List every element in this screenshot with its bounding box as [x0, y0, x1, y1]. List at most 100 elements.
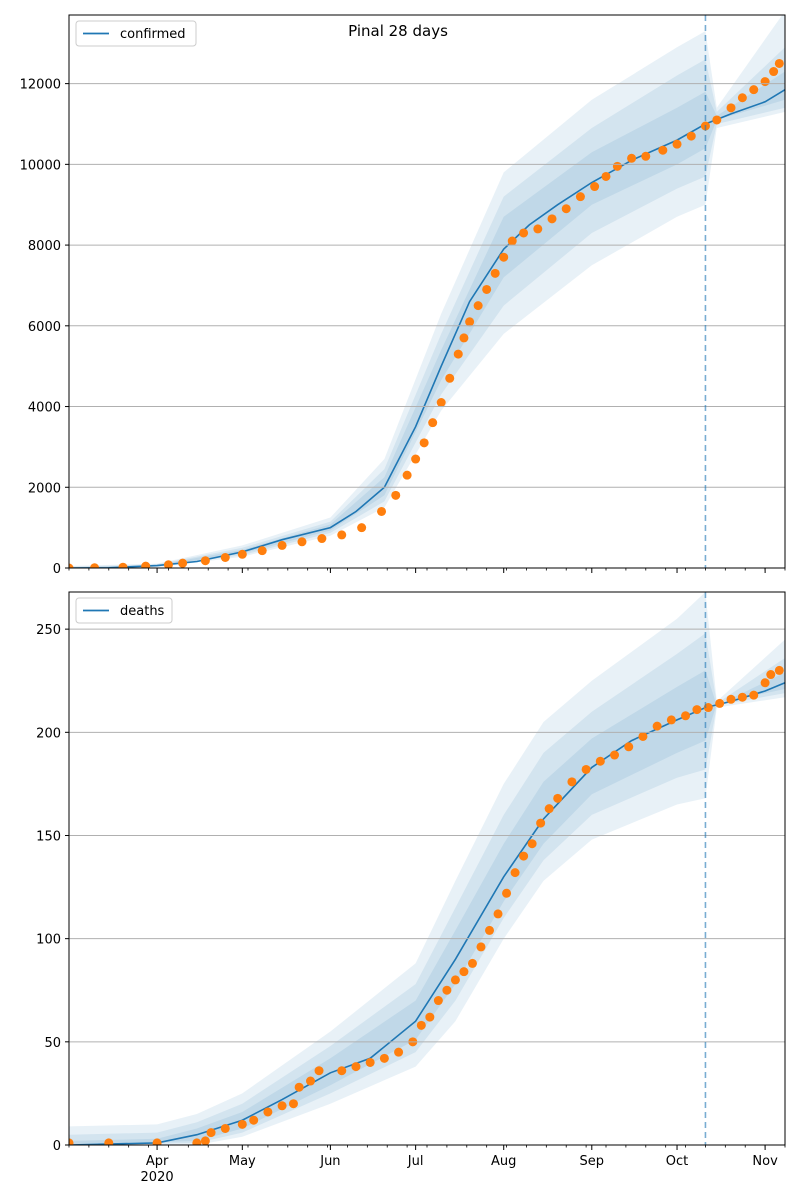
x-tick-label: Aug: [491, 1154, 516, 1169]
observed-point: [519, 851, 529, 861]
observed-point: [90, 563, 100, 568]
observed-point: [178, 558, 188, 568]
observed-point: [519, 228, 529, 238]
observed-point: [237, 1119, 247, 1129]
observed-point: [766, 670, 776, 680]
observed-point: [692, 705, 702, 715]
observed-point: [394, 1047, 404, 1057]
observed-point: [624, 742, 634, 752]
observed-point: [547, 214, 557, 224]
observed-point: [737, 93, 747, 103]
observed-point: [200, 1136, 210, 1145]
observed-point: [726, 694, 736, 704]
observed-point: [314, 1066, 324, 1076]
observed-point: [306, 1076, 316, 1086]
observed-point: [220, 553, 230, 563]
observed-point: [288, 1099, 298, 1109]
x-tick-label: Jul: [407, 1154, 424, 1169]
observed-point: [612, 161, 622, 171]
observed-point: [192, 1138, 202, 1145]
observed-point: [419, 438, 429, 448]
observed-point: [544, 804, 554, 814]
observed-point: [627, 153, 637, 163]
plot-area: [69, 15, 785, 568]
observed-point: [485, 925, 495, 935]
observed-point: [118, 562, 128, 568]
legend-label: confirmed: [120, 27, 186, 42]
observed-point: [760, 678, 770, 688]
observed-point: [442, 985, 452, 995]
observed-point: [317, 534, 327, 544]
observed-point: [686, 131, 696, 141]
observed-point: [459, 333, 469, 343]
observed-point: [69, 563, 74, 568]
observed-point: [681, 711, 691, 721]
x-tick-label: Sep: [580, 1154, 605, 1169]
observed-point: [104, 1138, 114, 1145]
observed-point: [377, 506, 387, 516]
observed-point: [436, 398, 446, 408]
y-tick-label: 8000: [28, 239, 61, 254]
observed-point: [402, 470, 412, 480]
observed-point: [465, 317, 475, 327]
observed-point: [493, 909, 503, 919]
legend-box: [75, 20, 197, 47]
y-tick-label: 0: [53, 562, 61, 577]
observed-point: [502, 888, 512, 898]
x-tick-label: May: [229, 1154, 256, 1169]
observed-point: [561, 204, 571, 214]
uncertainty-band-2: [69, 670, 785, 1145]
legend-box: [75, 597, 173, 624]
uncertainty-band-1: [69, 633, 785, 1145]
observed-point: [590, 182, 600, 192]
y-tick-label: 200: [36, 726, 61, 741]
y-tick-label: 0: [53, 1139, 61, 1154]
legend: deaths: [75, 597, 173, 624]
y-tick-label: 50: [44, 1036, 61, 1051]
observed-point: [769, 67, 779, 77]
observed-point: [206, 1128, 216, 1138]
observed-point: [774, 665, 784, 675]
observed-point: [658, 145, 668, 155]
x-tick-label: Oct: [666, 1154, 688, 1169]
observed-point: [499, 252, 509, 262]
observed-point: [581, 764, 591, 774]
observed-point: [553, 793, 563, 803]
legend: confirmed: [75, 20, 197, 47]
y-tick-label: 10000: [20, 158, 61, 173]
observed-point: [749, 85, 759, 95]
observed-point: [601, 171, 611, 181]
observed-point: [774, 58, 784, 68]
observed-point: [638, 731, 648, 741]
observed-point: [277, 1101, 287, 1111]
observed-point: [337, 530, 347, 540]
y-tick-label: 6000: [28, 320, 61, 335]
observed-point: [351, 1062, 361, 1072]
observed-point: [527, 839, 537, 849]
chart-panel-confirmed: 0 2000 4000 6000 8000 10000 12000 confirmed: [20, 14, 786, 577]
observed-point: [277, 540, 287, 550]
observed-point: [263, 1107, 273, 1117]
observed-point: [595, 756, 605, 766]
observed-point: [490, 268, 500, 278]
x-tick-label: Jun: [319, 1154, 340, 1169]
observed-point: [737, 692, 747, 702]
observed-point: [163, 560, 173, 568]
observed-point: [297, 537, 307, 547]
observed-point: [391, 490, 401, 500]
observed-point: [411, 454, 421, 464]
observed-point: [652, 721, 662, 731]
observed-point: [249, 1115, 259, 1125]
y-tick-label: 2000: [28, 481, 61, 496]
observed-point: [450, 975, 460, 985]
observed-point: [257, 546, 267, 556]
observed-point: [69, 1138, 74, 1145]
observed-point: [433, 996, 443, 1006]
uncertainty-band-0: [69, 592, 785, 1145]
observed-point: [726, 103, 736, 113]
observed-point: [459, 967, 469, 977]
y-tick-label: 100: [36, 933, 61, 948]
x-tick-label: Nov: [752, 1154, 778, 1169]
